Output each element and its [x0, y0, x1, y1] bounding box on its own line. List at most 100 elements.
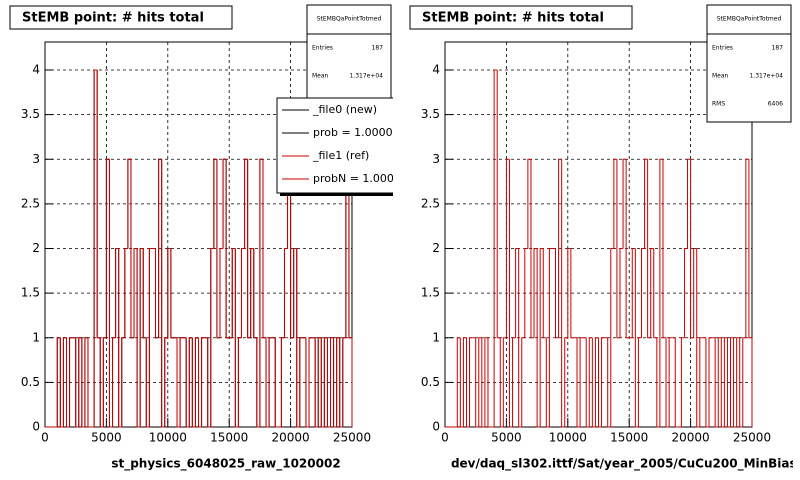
histogram-bin: [640, 248, 645, 338]
stats-value: 187: [372, 45, 384, 52]
histogram-bin: [256, 337, 260, 428]
histogram-bin: [75, 337, 79, 428]
histogram-bin: [662, 159, 667, 339]
histogram-bin: [598, 337, 602, 428]
histogram-bin: [693, 248, 697, 338]
legend-label: _file1 (ref): [312, 149, 369, 162]
stats-value: 187: [772, 45, 784, 52]
histogram-bin: [308, 337, 313, 427]
histogram-bin: [536, 248, 541, 428]
histogram-bin: [481, 337, 485, 428]
histogram-bin: [705, 337, 710, 428]
histogram-bin: [717, 337, 722, 427]
histogram-bin: [127, 158, 131, 249]
histogram-bin: [210, 248, 214, 427]
histogram-bin: [726, 337, 731, 428]
histogram-bin: [493, 69, 498, 427]
histogram-bin: [155, 248, 159, 339]
histogram-bin: [244, 158, 248, 249]
histogram-bin: [613, 158, 617, 249]
stats-label: Entries: [312, 45, 333, 52]
histogram-bin: [555, 248, 559, 339]
histogram-bin: [290, 159, 294, 339]
histogram-bin: [133, 248, 138, 338]
histogram-bin: [588, 337, 593, 427]
histogram-bin: [579, 337, 584, 427]
legend-label: _file0 (new): [312, 103, 377, 116]
title-box: [409, 5, 633, 30]
histogram-bin: [78, 337, 82, 427]
histogram-bin: [194, 337, 199, 427]
histogram-bin: [99, 337, 104, 428]
panel: 0 0.5 1 1.5 2 2.5 3 3.5 4 0 5000 10000 15000 20000 250…: [409, 4, 793, 472]
histogram-bin: [742, 337, 746, 427]
histogram-bin: [585, 337, 590, 428]
y-tick-label: 1.5: [421, 286, 440, 300]
x-tick-label: 10000: [549, 431, 587, 445]
x-tick-label: 5000: [491, 431, 522, 445]
histogram-bin: [512, 337, 516, 427]
histogram-bin: [326, 337, 331, 428]
x-tick-label: 10000: [149, 431, 187, 445]
histogram-bin: [167, 248, 171, 338]
y-tick-label: 2: [32, 241, 40, 255]
histogram-bin: [259, 158, 263, 427]
histogram-bin: [247, 159, 251, 339]
histogram-bin: [188, 337, 193, 427]
histogram-bin: [687, 158, 691, 249]
histogram-bin: [647, 159, 651, 339]
x-axis-label: st_physics_6048025_raw_1020002: [111, 457, 340, 472]
stats-label: Mean: [312, 73, 329, 80]
y-tick-label: 2.5: [21, 196, 40, 210]
histogram-bin: [607, 337, 611, 428]
histogram-bin: [739, 337, 743, 428]
histogram-bin: [216, 159, 220, 339]
histogram-bin: [348, 159, 352, 339]
histogram-bin: [748, 159, 752, 339]
histogram-bin: [484, 337, 488, 427]
histogram-bin: [708, 337, 713, 427]
x-tick-label: 0: [441, 431, 449, 445]
histogram-bin: [530, 159, 535, 339]
histogram-bin: [690, 159, 694, 339]
histogram-bin: [268, 337, 273, 427]
x-tick-label: 15000: [210, 431, 248, 445]
title-box: [9, 5, 233, 30]
histogram-bin: [296, 248, 300, 428]
histogram-bin: [161, 159, 165, 428]
histogram-bin: [502, 337, 507, 427]
histogram-bin: [280, 337, 285, 427]
histogram-bin: [323, 337, 328, 427]
histogram-bin: [250, 248, 254, 338]
panel: 0 0.5 1 1.5 2 2.5 3 3.5 4 0 5000 10000 15000 20000 250…: [9, 4, 415, 472]
histogram-bin: [696, 248, 700, 428]
y-tick-label: 0.5: [421, 375, 440, 389]
histogram-bin: [527, 158, 531, 249]
histogram-bin: [720, 337, 725, 428]
histogram-bin: [121, 337, 125, 427]
histogram-bin: [314, 337, 319, 428]
x-tick-label: 20000: [272, 431, 310, 445]
legend-label: probN = 1.000000: [313, 172, 415, 185]
histogram-bin: [185, 337, 190, 428]
histogram-bin: [622, 158, 627, 249]
histogram-bin: [81, 337, 85, 428]
histogram-bin: [207, 337, 211, 428]
histogram-bin: [644, 158, 648, 249]
histogram-bin: [56, 337, 61, 427]
histogram-bin: [714, 337, 719, 428]
legend-label: prob = 1.000000: [313, 126, 407, 139]
histogram-bin: [62, 337, 67, 427]
histogram-bin: [293, 248, 297, 338]
y-tick-label: 0: [432, 420, 440, 434]
histogram-bin: [65, 337, 70, 428]
histogram-bin: [561, 159, 565, 428]
y-tick-label: 1: [32, 330, 40, 344]
stats-label: Entries: [712, 45, 733, 52]
histogram-bin: [508, 159, 513, 428]
histogram-bin: [542, 248, 547, 339]
histogram-bin: [170, 248, 174, 339]
histogram-bin: [201, 337, 205, 427]
histogram-bin: [656, 337, 660, 428]
histogram-bin: [142, 248, 147, 339]
